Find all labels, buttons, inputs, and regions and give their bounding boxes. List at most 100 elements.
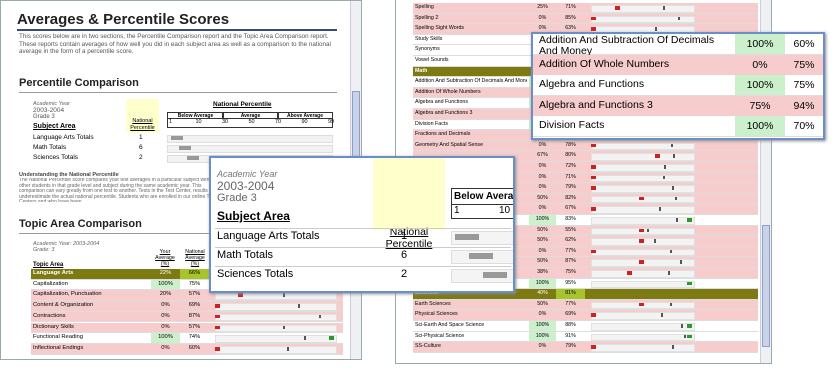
topic-name: Sciences xyxy=(415,290,438,297)
your-average: 0% xyxy=(538,343,547,350)
topic-name: Division Facts xyxy=(415,120,448,127)
your-cell xyxy=(151,301,180,311)
national-average: 78% xyxy=(565,141,576,148)
your-marker xyxy=(215,314,220,319)
national-average: 60% xyxy=(793,38,815,50)
national-average: 81% xyxy=(565,290,576,297)
topic-name: Language Arts xyxy=(33,270,74,276)
your-average: 0% xyxy=(538,163,547,169)
national-marker xyxy=(319,314,322,319)
topic-name: Addition And Subtraction Of Decimals And… xyxy=(415,78,527,85)
percentile-bar xyxy=(167,145,333,153)
topic-row xyxy=(413,13,758,25)
your-cell xyxy=(529,13,556,24)
national-cell xyxy=(180,343,209,354)
national-average: 75% xyxy=(188,280,201,287)
topic-name: Spelling 2 xyxy=(415,14,439,21)
topic-name: Synonyms xyxy=(415,46,440,53)
section-heading: Percentile Comparison xyxy=(19,77,139,89)
topic-name: Capitalization xyxy=(33,280,68,287)
your-marker xyxy=(687,324,692,328)
your-cell xyxy=(529,3,556,13)
national-cell xyxy=(556,140,585,151)
topic-name: SS-Culture xyxy=(415,343,441,350)
your-cell xyxy=(529,268,556,278)
intro-text: This scores below are in two sections, t… xyxy=(19,33,331,55)
national-marker xyxy=(654,239,657,243)
national-marker xyxy=(661,313,664,317)
subject: Language Arts Totals xyxy=(217,230,320,242)
national-average: 67% xyxy=(565,205,576,212)
national-cell xyxy=(556,151,585,161)
compare-bar xyxy=(591,333,695,342)
your-cell xyxy=(529,183,556,193)
your-cell xyxy=(529,162,556,172)
national-average: 75% xyxy=(565,269,576,275)
national-cell xyxy=(556,24,585,34)
your-cell xyxy=(529,289,556,299)
row-rule xyxy=(215,266,511,267)
your-cell xyxy=(151,322,180,333)
topic-name: Capitalization, Punctuation xyxy=(33,291,102,298)
your-average: 0% xyxy=(161,323,170,330)
topic-row xyxy=(413,331,758,343)
compare-bar xyxy=(591,312,695,320)
topic-name: Physical Sciences xyxy=(415,311,458,318)
scale-tick: 10 xyxy=(195,119,202,125)
understanding-text: The National Percentile score compares y… xyxy=(19,178,217,202)
national-average: 69% xyxy=(565,311,576,318)
category-row xyxy=(413,289,758,300)
national-average: 77% xyxy=(565,247,576,254)
compare-bar xyxy=(591,142,695,151)
topic-name: Algebra and Functions xyxy=(539,78,645,91)
your-average: 38% xyxy=(537,269,548,275)
your-average: 0% xyxy=(538,184,547,191)
compare-bar xyxy=(215,345,337,354)
national-average: 66% xyxy=(188,270,201,276)
your-marker xyxy=(591,16,596,21)
compare-bar xyxy=(591,280,695,289)
your-marker xyxy=(591,143,596,148)
your-average: 75% xyxy=(749,99,771,112)
your-cell xyxy=(151,343,180,354)
your-cell xyxy=(735,34,785,54)
national-bg xyxy=(373,158,445,230)
national-average: 75% xyxy=(793,58,815,71)
your-cell xyxy=(151,279,180,290)
topic-name: Algebra and Functions 3 xyxy=(539,98,653,111)
topic-row xyxy=(413,204,758,215)
scale-group: Above Average xyxy=(277,112,333,119)
national-average: 88% xyxy=(565,322,576,328)
national-marker xyxy=(669,302,672,307)
row-rule xyxy=(215,247,511,248)
your-average: 100% xyxy=(158,280,173,287)
your-cell xyxy=(529,310,556,320)
topic-name: Study Skills xyxy=(415,35,443,42)
national-marker xyxy=(287,346,289,351)
topic-grade: Grade: 3 xyxy=(33,247,55,253)
national-average: 69% xyxy=(188,302,201,309)
national-average: 77% xyxy=(565,300,576,307)
national-average: 82% xyxy=(565,194,576,201)
national-marker xyxy=(671,186,674,190)
national-marker xyxy=(667,271,670,275)
percentile-marker xyxy=(187,156,199,160)
your-marker xyxy=(627,271,633,275)
your-cell xyxy=(735,75,785,96)
your-cell xyxy=(151,290,180,301)
scale-tick: 50 xyxy=(248,119,255,125)
scale-box xyxy=(167,118,333,128)
compare-bar xyxy=(591,185,695,193)
your-cell xyxy=(735,116,785,137)
scrollbar[interactable] xyxy=(760,0,771,363)
zoom-math: Addition And Subtraction Of Decimals And… xyxy=(531,32,825,140)
your-marker xyxy=(591,175,596,180)
national-cell xyxy=(556,278,585,289)
compare-bar xyxy=(591,174,695,183)
compare-bar xyxy=(591,270,695,278)
national-cell xyxy=(180,311,209,322)
your-cell xyxy=(151,269,180,279)
topic-row xyxy=(413,193,758,205)
national-marker xyxy=(659,207,662,211)
your-marker xyxy=(655,154,661,158)
